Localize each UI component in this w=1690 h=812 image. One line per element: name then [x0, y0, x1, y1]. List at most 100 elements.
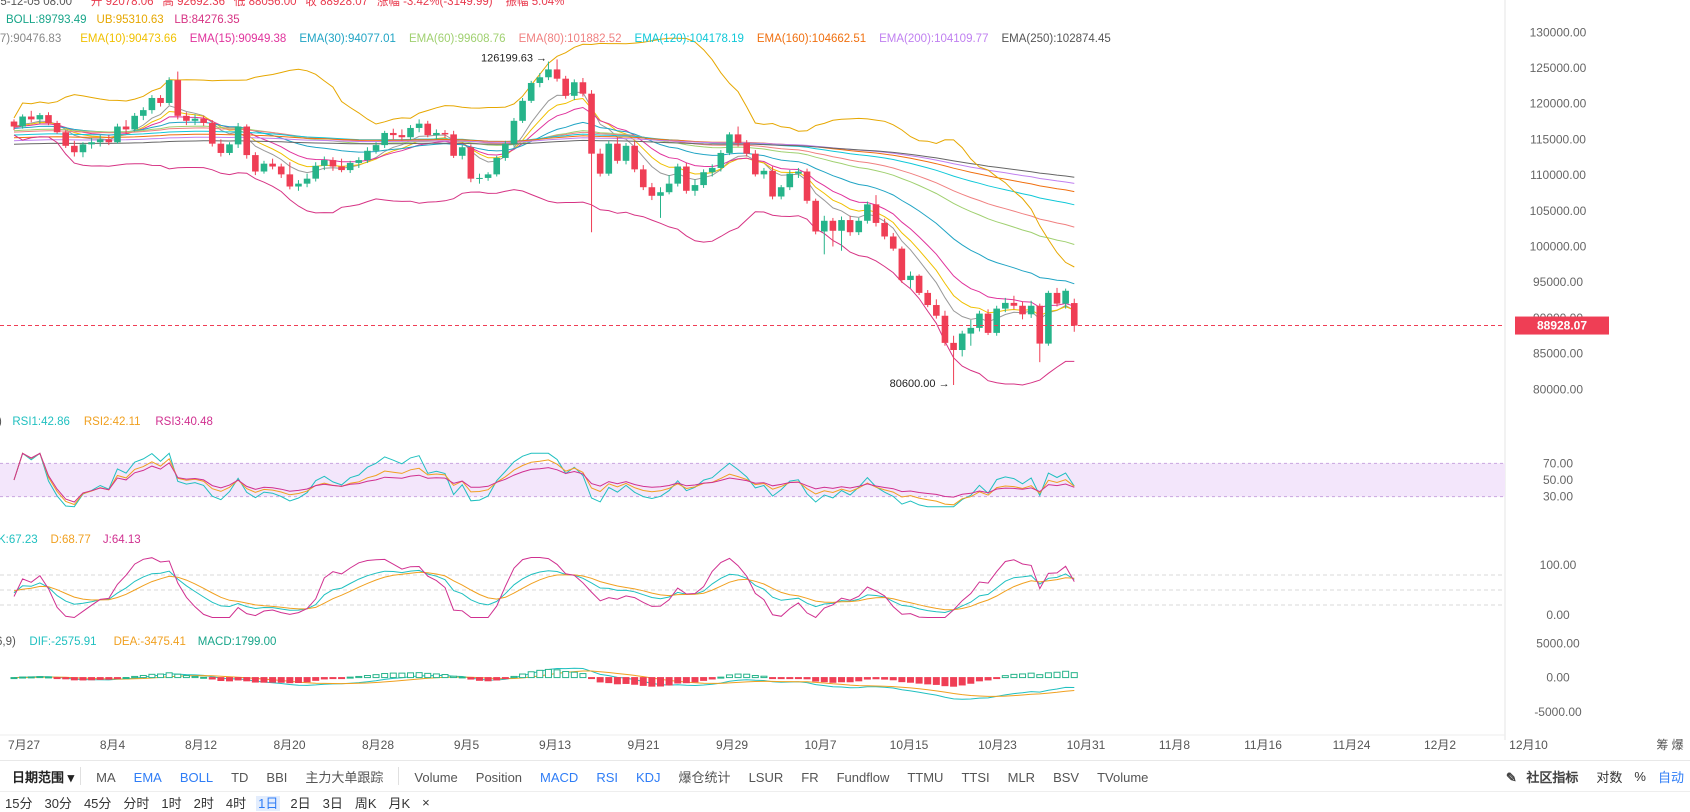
rsi-line [13, 452, 1075, 503]
macd-histogram-bar [803, 677, 811, 680]
macd-histogram-bar [657, 677, 664, 687]
candle-body [795, 171, 802, 174]
x-tick-label: 12月10 [1509, 738, 1548, 752]
ema-line [13, 106, 1075, 308]
period-option[interactable]: 周K [354, 795, 377, 811]
candle-body [519, 100, 526, 121]
indicator-button-sub-8[interactable]: Fundflow [836, 769, 890, 785]
candle-body [665, 183, 673, 193]
indicator-button-sub-1[interactable]: Position [475, 769, 523, 785]
macd-histogram-bar [79, 677, 87, 681]
candle-body [200, 118, 207, 123]
indicator-button-sub-0[interactable]: Volume [414, 769, 458, 785]
macd-histogram-bar [605, 677, 613, 684]
period-option[interactable]: 30分 [44, 795, 72, 811]
macd-histogram-bar [389, 672, 397, 679]
indicator-button-main-0[interactable]: MA [96, 769, 116, 785]
candle-body [803, 171, 811, 201]
period-option[interactable]: 45分 [83, 795, 112, 811]
macd-histogram-bar [562, 670, 570, 679]
candle-body [924, 292, 932, 306]
indicator-button-sub-3[interactable]: RSI [596, 769, 618, 785]
period-option[interactable]: 2时 [193, 795, 214, 811]
macd-histogram-bar [200, 676, 208, 679]
candle-body [79, 144, 87, 153]
macd-histogram-bar [898, 677, 906, 683]
period-option[interactable]: 2日 [290, 795, 311, 811]
candle-body [907, 275, 914, 281]
period-option[interactable]: 月K [388, 795, 411, 811]
macd-histogram-bar [286, 677, 294, 684]
community-indicators-button[interactable]: ✎ 社区指标 [1505, 769, 1579, 785]
macd-histogram-bar [553, 669, 561, 679]
indicator-button-main-5[interactable]: 主力大单跟踪 [305, 769, 384, 785]
indicator-button-sub-10[interactable]: TTSI [961, 769, 990, 785]
percent-toggle[interactable]: % [1634, 768, 1646, 784]
last-price-label: 88928.07 [1537, 319, 1587, 333]
indicator-button-sub-5[interactable]: 爆仓统计 [678, 769, 731, 785]
macd-histogram-bar [475, 677, 483, 681]
log-scale-toggle[interactable]: 对数 [1596, 769, 1623, 785]
x-tick-label: 11月16 [1244, 738, 1282, 752]
indicator-button-main-2[interactable]: BOLL [179, 769, 214, 785]
candle-body [812, 200, 819, 232]
macd-histogram-bar [44, 676, 52, 679]
y-tick-label: 95000.00 [1533, 275, 1583, 289]
macd-histogram-bar [467, 677, 475, 680]
candle-body [993, 308, 1000, 333]
indicator-button-sub-9[interactable]: TTMU [907, 769, 944, 785]
indicator-button-sub-2[interactable]: MACD [540, 769, 579, 785]
ohlc-header: 收 88928.07 [305, 0, 368, 8]
candlestick-chart[interactable]: 130000.00 125000.00 120000.00 115000.00 1100… [0, 0, 1690, 760]
auto-scale-toggle[interactable]: 自动 [1657, 769, 1684, 785]
x-tick-label: 11月24 [1333, 738, 1371, 752]
candle-body [208, 122, 216, 144]
candle-body [562, 78, 569, 96]
candle-body [708, 167, 716, 173]
y-tick-label: 100000.00 [1530, 239, 1587, 253]
y-tick-label: 110000.00 [1530, 168, 1586, 182]
macd-histogram-bar [363, 675, 371, 679]
indicator-button-sub-13[interactable]: TVolume [1097, 769, 1149, 785]
x-tick-label: 9月21 [627, 738, 659, 752]
rsi-legend: RSI2:42.11 [84, 416, 141, 428]
indicator-button-sub-11[interactable]: MLR [1007, 769, 1036, 785]
ema-legend: EMA(80):101882.52 [519, 33, 622, 45]
macd-histogram-bar [458, 676, 466, 679]
period-option[interactable]: 15分 [5, 795, 33, 811]
macd-legend: DIF:-2575.91 [29, 636, 96, 648]
macd-histogram-bar [372, 674, 380, 679]
indicator-button-main-3[interactable]: TD [231, 769, 249, 785]
period-option[interactable]: 1日 [256, 795, 281, 811]
candle-body [165, 80, 173, 103]
macd-legend: DEA:-3475.41 [114, 636, 186, 648]
candle-body [71, 145, 78, 153]
period-option[interactable]: 1时 [161, 795, 182, 811]
indicator-button-main-1[interactable]: EMA [133, 769, 162, 785]
period-option[interactable]: 3日 [322, 795, 343, 811]
macd-histogram-bar [96, 677, 104, 680]
ema-line [13, 133, 1075, 193]
indicator-button-sub-12[interactable]: BSV [1053, 769, 1080, 785]
indicator-button-sub-4[interactable]: KDJ [635, 769, 661, 785]
period-option[interactable]: 4时 [225, 795, 247, 811]
macd-histogram-bar [226, 677, 233, 682]
macd-histogram-bar [993, 677, 1001, 680]
indicator-button-main-4[interactable]: BBI [266, 769, 288, 785]
period-option[interactable]: 分时 [123, 795, 150, 811]
indicator-button-sub-7[interactable]: FR [801, 769, 819, 785]
macd-histogram-bar [1036, 674, 1044, 679]
close-icon[interactable]: × [422, 794, 430, 810]
macd-histogram-bar [157, 673, 165, 679]
macd-histogram-bar [415, 672, 423, 679]
indicator-button-sub-6[interactable]: LSUR [748, 769, 784, 785]
sub-indicator-group: Volume Position MACD RSI KDJ 爆仓统计 LSUR FR Fundfl… [405, 767, 1157, 786]
macd-histogram-bar [700, 677, 708, 681]
macd-histogram-bar [725, 674, 733, 679]
ohlc-header: 高 92692.36 [162, 0, 225, 8]
macd-histogram-bar [174, 673, 182, 679]
date-range-button[interactable]: 日期范围 ▾ [12, 769, 75, 785]
macd-histogram-bar [950, 677, 958, 687]
macd-legend: MACD:1799.00 [198, 636, 277, 648]
macd-histogram-bar [501, 677, 509, 680]
